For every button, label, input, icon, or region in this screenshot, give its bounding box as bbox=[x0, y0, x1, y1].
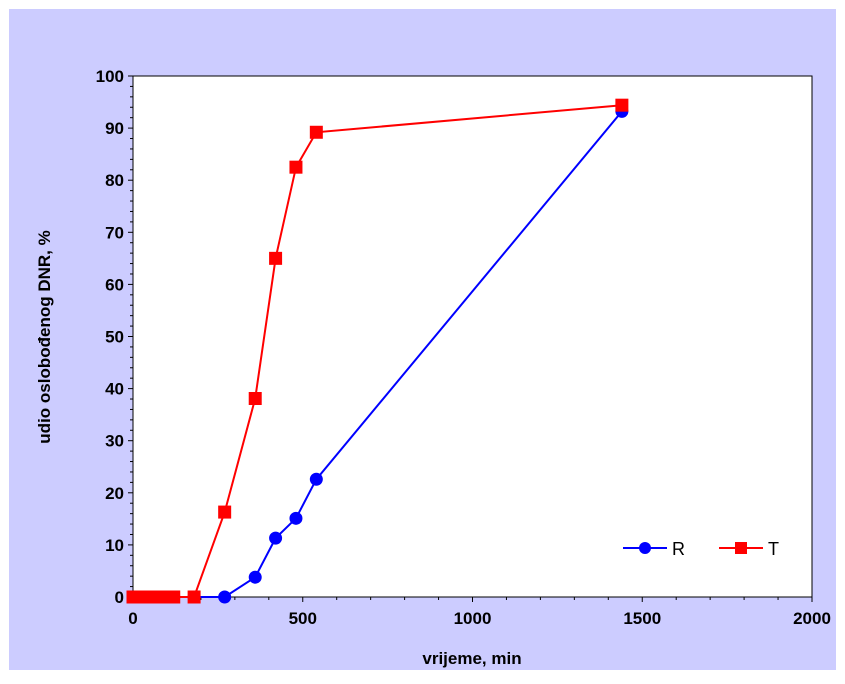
x-tick-label: 2000 bbox=[793, 609, 831, 628]
y-tick-label: 50 bbox=[105, 328, 124, 347]
data-point-t bbox=[187, 590, 201, 604]
data-point-t bbox=[248, 391, 262, 405]
data-point-t bbox=[309, 125, 323, 139]
x-axis-title: vrijeme, min bbox=[422, 649, 521, 668]
y-tick-label: 70 bbox=[105, 223, 124, 242]
y-tick-label: 40 bbox=[105, 380, 124, 399]
x-tick-label: 1500 bbox=[623, 609, 661, 628]
data-point-t bbox=[269, 251, 283, 265]
data-point-t bbox=[167, 590, 181, 604]
y-axis: 0 10 20 30 40 50 60 70 80 90 100 bbox=[96, 67, 133, 607]
y-tick-label: 80 bbox=[105, 171, 124, 190]
data-point-t bbox=[289, 160, 303, 174]
y-tick-label: 30 bbox=[105, 432, 124, 451]
data-point-r bbox=[248, 570, 262, 584]
x-tick-label: 1000 bbox=[454, 609, 492, 628]
data-point-t bbox=[615, 98, 629, 112]
data-point-r bbox=[289, 511, 303, 525]
x-axis: 0 500 1000 1500 2000 bbox=[128, 597, 831, 628]
data-point-r bbox=[309, 472, 323, 486]
y-tick-label: 20 bbox=[105, 484, 124, 503]
y-tick-label: 60 bbox=[105, 275, 124, 294]
data-point-t bbox=[218, 505, 232, 519]
x-tick-label: 0 bbox=[128, 609, 137, 628]
plot-area bbox=[132, 75, 813, 598]
y-tick-label: 0 bbox=[115, 588, 124, 607]
series-layer bbox=[126, 98, 629, 604]
y-axis-title: udio oslobođenog DNR, % bbox=[35, 230, 54, 443]
x-tick-label: 500 bbox=[289, 609, 317, 628]
y-tick-label: 100 bbox=[96, 67, 124, 86]
legend-marker-r bbox=[639, 542, 651, 554]
y-tick-label: 10 bbox=[105, 536, 124, 555]
legend-label-t: T bbox=[768, 539, 779, 559]
y-tick-label: 90 bbox=[105, 119, 124, 138]
data-point-r bbox=[269, 531, 283, 545]
legend-marker-t bbox=[735, 542, 747, 554]
data-point-r bbox=[218, 590, 232, 604]
legend-label-r: R bbox=[672, 539, 685, 559]
